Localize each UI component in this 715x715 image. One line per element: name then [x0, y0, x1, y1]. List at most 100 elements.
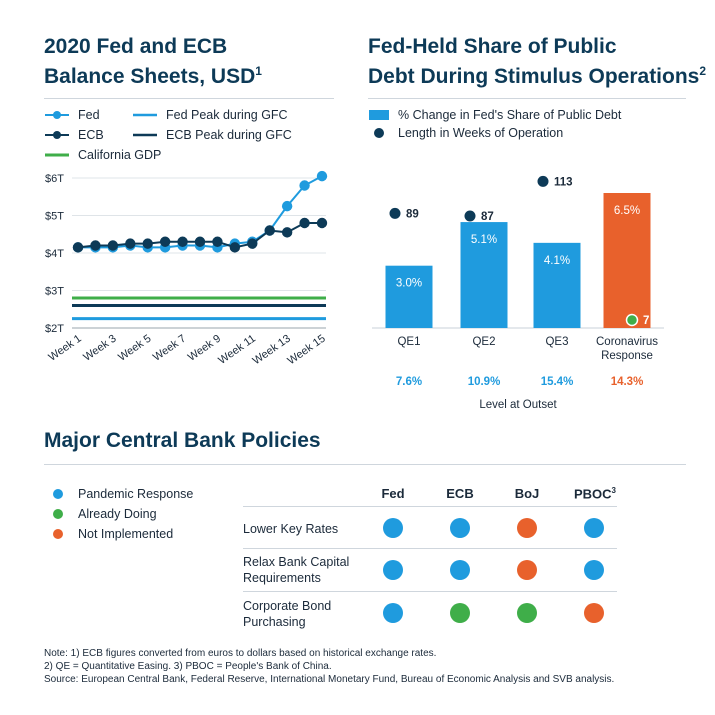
x-tick-label-week-7: Week 7: [151, 333, 188, 364]
navy-dot-icon: [374, 128, 384, 138]
data-point-fed-week-13: [281, 200, 293, 212]
legend-item-fed-peak: Fed Peak during GFC: [132, 106, 288, 124]
left-title-line2: Balance Sheets, USD: [44, 65, 256, 88]
column-header-pboc: PBOC3: [565, 486, 625, 501]
row-label-lower-key-rates-line1: Lower Key Rates: [243, 522, 339, 536]
data-point-ecb-week-11: [247, 238, 258, 249]
row-label-relax-bank-capital-line2: Requirements: [243, 571, 321, 585]
status-dot-ecb-lower-key-rates: [450, 518, 470, 538]
x-tick-label-week-5: Week 5: [116, 333, 153, 364]
bar-coronavirus-response: [603, 193, 651, 328]
bar-value-label-qe1: 3.0%: [396, 278, 422, 290]
right-title-line2: Debt During Stimulus Operations: [368, 65, 700, 88]
left-title-divider: [44, 98, 334, 99]
legend-label-fed-peak: Fed Peak during GFC: [166, 108, 288, 122]
y-tick-label-3t: $3T: [45, 286, 64, 298]
policies-section-title: Major Central Bank Policies: [44, 428, 321, 453]
legend-item-weeks: Length in Weeks of Operation: [368, 124, 563, 142]
bar-value-label-coronavirus-response: 6.5%: [614, 205, 640, 217]
legend-label-fed: Fed: [78, 108, 100, 122]
legend-item-pct-change: % Change in Fed's Share of Public Debt: [368, 106, 621, 124]
weeks-value-label-qe1: 89: [406, 208, 419, 220]
level-at-outset-qe3: 15.4%: [541, 376, 574, 388]
footnotes: Note: 1) ECB figures converted from euro…: [44, 647, 709, 686]
category-label-qe1-line1: QE1: [397, 336, 420, 348]
category-label-coronavirus-response-line2: Response: [601, 350, 653, 362]
level-at-outset-label: Level at Outset: [479, 399, 557, 411]
data-point-ecb-week-9: [212, 236, 223, 247]
status-dot-ecb-corporate-bond: [450, 603, 470, 623]
data-point-fed-week-14: [299, 180, 310, 191]
status-dot-ecb-relax-bank-capital: [450, 560, 470, 580]
x-tick-label-week-11: Week 11: [216, 333, 258, 367]
status-dot-fed-corporate-bond: [383, 603, 403, 623]
left-chart-title: 2020 Fed and ECB Balance Sheets, USD1: [44, 34, 344, 89]
policy-table: Fed ECB BoJ PBOC3 Lower Key Rates Relax …: [243, 484, 621, 634]
bar-qe2: [460, 222, 508, 328]
status-dot-boj-lower-key-rates: [517, 518, 537, 538]
status-dot-pboc-lower-key-rates: [584, 518, 604, 538]
status-dot-fed-relax-bank-capital: [383, 560, 403, 580]
legend-label-not-implemented: Not Implemented: [78, 527, 174, 541]
legend-item-already: Already Doing: [52, 505, 157, 523]
row-label-corporate-bond-line2: Purchasing: [243, 615, 306, 629]
category-label-qe3-line1: QE3: [545, 336, 568, 348]
right-title-divider: [368, 98, 686, 99]
column-header-pboc-label: PBOC: [573, 486, 612, 502]
fed-share-bar-chart: 3.0% 89 QE1 7.6% 5.1% 87 QE2 10.9% 4.1% 113 QE3 15.…: [372, 175, 664, 411]
category-label-coronavirus-response-line1: Coronavirus: [596, 336, 658, 348]
ecb-peak-line-icon: [133, 133, 157, 137]
table-row-divider: [243, 548, 617, 549]
status-dot-fed-lower-key-rates: [383, 518, 403, 538]
bar-qe1: [385, 265, 433, 328]
legend-item-ecb-peak: ECB Peak during GFC: [132, 126, 292, 144]
left-legend: Fed Fed Peak during GFC ECB ECB Peak dur…: [44, 106, 344, 166]
blue-square-icon: [369, 110, 389, 120]
legend-label-pct-change: % Change in Fed's Share of Public Debt: [398, 108, 622, 122]
legend-label-california-gdp: California GDP: [78, 148, 162, 162]
footnote-2: 2) QE = Quantitative Easing. 3) PBOC = P…: [44, 661, 332, 672]
weeks-dot-coronavirus-response: [625, 313, 639, 327]
data-point-ecb-week-15: [316, 217, 328, 229]
data-point-ecb-week-13: [281, 227, 293, 238]
ecb-line-dot-icon: [45, 131, 69, 139]
legend-item-not-implemented: Not Implemented: [52, 525, 173, 543]
data-point-ecb-week-3: [107, 240, 119, 251]
table-row-divider: [243, 506, 617, 507]
fed-line-dot-icon: [45, 111, 69, 119]
footnote-1: Note: 1) ECB figures converted from euro…: [44, 648, 437, 659]
right-title-line1: Fed-Held Share of Public: [368, 35, 617, 58]
column-header-boj: BoJ: [514, 486, 540, 501]
weeks-value-label-coronavirus-response: 7: [643, 315, 649, 327]
status-dot-pboc-relax-bank-capital: [584, 560, 604, 580]
data-point-ecb-week-10: [229, 242, 241, 253]
data-point-ecb-week-5: [142, 238, 153, 249]
x-tick-label-week-3: Week 3: [81, 333, 118, 364]
left-title-footnote-marker: 1: [255, 64, 262, 78]
row-label-corporate-bond: Corporate Bond Purchasing: [243, 598, 373, 630]
bar-value-label-qe3: 4.1%: [544, 255, 570, 267]
y-tick-label-6t: $6T: [45, 173, 64, 185]
policies-title: Major Central Bank Policies: [44, 429, 321, 452]
level-at-outset-coronavirus-response: 14.3%: [611, 376, 644, 388]
legend-item-pandemic: Pandemic Response: [52, 485, 193, 503]
y-tick-label-4t: $4T: [45, 248, 64, 260]
fed-peak-line-icon: [133, 113, 157, 117]
data-point-ecb-week-12: [264, 225, 275, 236]
right-chart-title: Fed-Held Share of Public Debt During Sti…: [368, 34, 708, 89]
green-dot-icon: [53, 509, 63, 519]
y-tick-label-2t: $2T: [45, 323, 64, 335]
legend-item-fed: Fed: [44, 106, 100, 124]
status-dot-boj-corporate-bond: [517, 603, 537, 623]
level-at-outset-qe2: 10.9%: [468, 376, 501, 388]
legend-label-ecb-peak: ECB Peak during GFC: [166, 128, 292, 142]
table-row-divider: [243, 591, 617, 592]
legend-item-ecb: ECB: [44, 126, 104, 144]
weeks-value-label-qe2: 87: [481, 211, 494, 223]
pboc-footnote-marker: 3: [611, 486, 616, 495]
row-label-relax-bank-capital-line1: Relax Bank Capital: [243, 555, 350, 569]
left-title-line1: 2020 Fed and ECB: [44, 35, 228, 58]
data-point-ecb-week-7: [177, 236, 188, 247]
weeks-dot-qe2: [464, 210, 476, 222]
